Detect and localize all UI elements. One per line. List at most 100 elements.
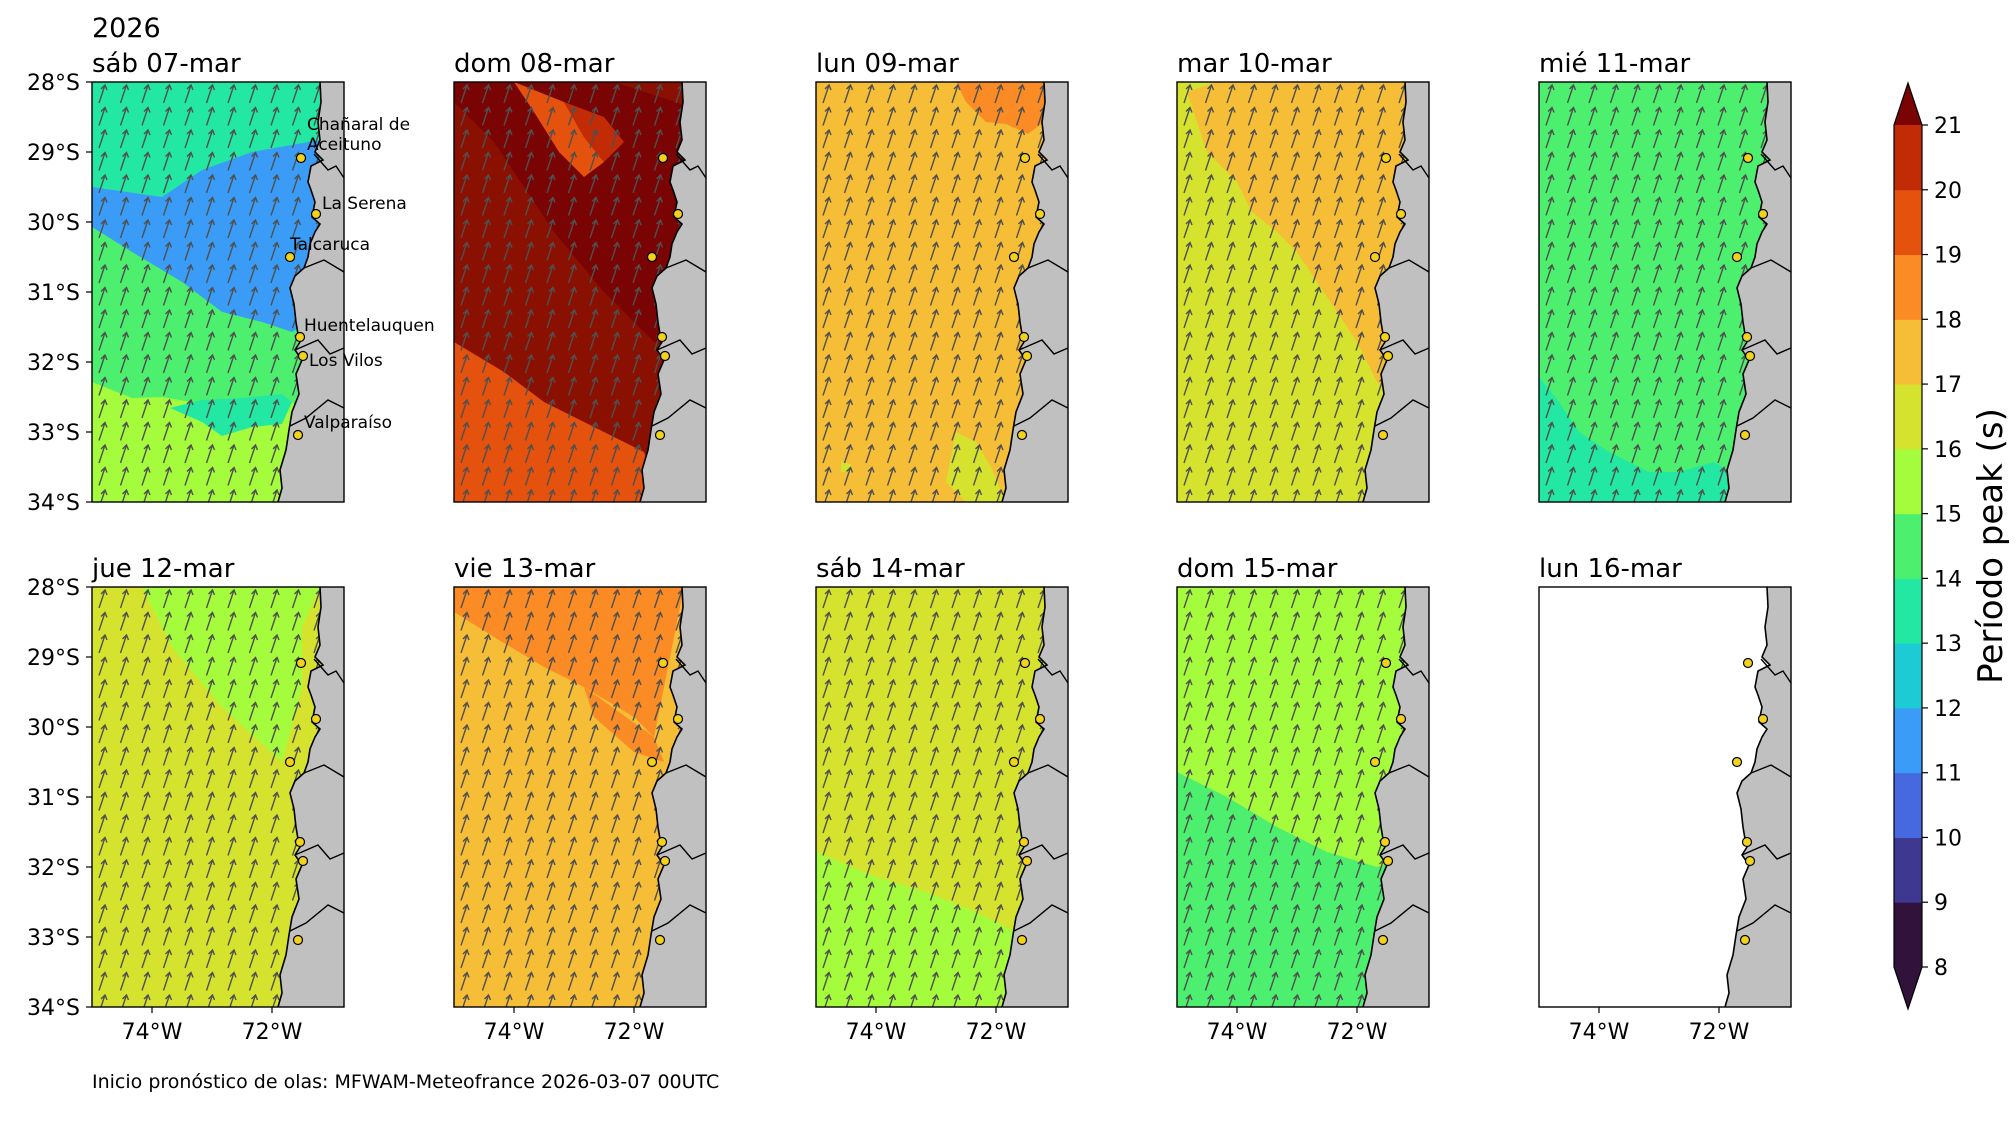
location-marker[interactable]: [1757, 713, 1769, 725]
location-marker[interactable]: [1019, 152, 1031, 164]
wave-arrow: [951, 173, 961, 194]
location-marker[interactable]: [1018, 331, 1030, 343]
location-marker[interactable]: [659, 350, 671, 362]
location-marker[interactable]: [1379, 331, 1391, 343]
location-marker[interactable]: [1742, 152, 1754, 164]
wave-arrow: [1312, 376, 1322, 396]
wave-arrow: [546, 993, 556, 1007]
colorbar-band: [1894, 513, 1922, 579]
location-marker[interactable]: [292, 429, 304, 441]
location-marker[interactable]: [1019, 657, 1031, 669]
location-marker[interactable]: [657, 657, 669, 669]
location-marker[interactable]: [295, 657, 307, 669]
location-marker[interactable]: [1021, 350, 1033, 362]
location-marker[interactable]: [1395, 208, 1407, 220]
wave-arrow: [886, 993, 897, 1007]
location-marker[interactable]: [656, 331, 668, 343]
location-marker[interactable]: [1379, 836, 1391, 848]
location-marker[interactable]: [1741, 836, 1753, 848]
location-marker[interactable]: [654, 934, 666, 946]
location-marker[interactable]: [1008, 251, 1020, 263]
location-marker[interactable]: [1757, 208, 1769, 220]
wave-arrow: [141, 83, 151, 104]
location-marker[interactable]: [1739, 429, 1751, 441]
location-marker[interactable]: [294, 836, 306, 848]
wave-arrow: [886, 241, 897, 261]
wave-arrow: [524, 488, 535, 502]
wave-arrow: [503, 836, 513, 856]
location-marker[interactable]: [284, 251, 296, 263]
wave-arrow: [205, 83, 216, 104]
wave-arrow: [184, 488, 194, 502]
wave-arrow: [1226, 398, 1236, 419]
wave-arrow: [865, 993, 875, 1007]
location-marker[interactable]: [672, 713, 684, 725]
location-marker[interactable]: [672, 208, 684, 220]
location-marker[interactable]: [1034, 208, 1046, 220]
wave-arrow: [546, 218, 556, 239]
wave-arrow: [248, 858, 259, 879]
location-marker[interactable]: [659, 855, 671, 867]
location-marker[interactable]: [1739, 934, 1751, 946]
wave-arrow: [929, 331, 940, 351]
location-marker[interactable]: [1377, 934, 1389, 946]
location-marker[interactable]: [1034, 713, 1046, 725]
location-marker[interactable]: [654, 429, 666, 441]
location-marker[interactable]: [1380, 152, 1392, 164]
location-marker[interactable]: [294, 331, 306, 343]
location-marker[interactable]: [292, 934, 304, 946]
wave-arrow: [1204, 241, 1215, 261]
wave-arrow: [1376, 83, 1387, 104]
location-marker[interactable]: [1008, 756, 1020, 768]
wave-arrow: [503, 723, 513, 744]
location-marker[interactable]: [1744, 855, 1756, 867]
wave-arrow: [1290, 791, 1301, 811]
wave-arrow: [1247, 678, 1258, 699]
wave-arrow: [1695, 466, 1706, 486]
location-marker[interactable]: [297, 855, 309, 867]
wave-arrow: [1247, 376, 1258, 396]
location-marker[interactable]: [1744, 350, 1756, 362]
location-marker[interactable]: [657, 152, 669, 164]
location-marker[interactable]: [1395, 713, 1407, 725]
location-marker[interactable]: [1382, 350, 1394, 362]
location-marker[interactable]: [284, 756, 296, 768]
location-marker[interactable]: [1741, 331, 1753, 343]
location-marker[interactable]: [1731, 756, 1743, 768]
location-marker[interactable]: [1377, 429, 1389, 441]
wave-arrow: [1183, 196, 1193, 216]
wave-arrow: [98, 286, 108, 306]
region-border: [675, 153, 706, 179]
wave-arrow: [248, 308, 259, 329]
wave-arrow: [610, 723, 621, 744]
wave-arrow: [503, 813, 513, 834]
wave-arrow: [589, 948, 599, 969]
location-marker[interactable]: [310, 713, 322, 725]
location-marker[interactable]: [1369, 251, 1381, 263]
wave-arrow: [248, 263, 259, 284]
location-marker[interactable]: [1018, 836, 1030, 848]
location-marker[interactable]: [646, 251, 658, 263]
location-marker[interactable]: [1021, 855, 1033, 867]
wave-arrow: [503, 173, 513, 194]
period-band: [816, 82, 1047, 502]
location-marker[interactable]: [310, 208, 322, 220]
location-marker[interactable]: [297, 350, 309, 362]
wave-arrow: [1290, 421, 1301, 441]
location-marker[interactable]: [1380, 657, 1392, 669]
location-marker[interactable]: [656, 836, 668, 848]
wave-arrow: [1204, 993, 1215, 1007]
wave-arrow: [865, 813, 875, 834]
location-marker[interactable]: [1016, 934, 1028, 946]
location-marker[interactable]: [295, 152, 307, 164]
wave-arrow: [951, 768, 961, 789]
location-marker[interactable]: [1369, 756, 1381, 768]
wave-arrow: [951, 881, 961, 901]
location-marker[interactable]: [1382, 855, 1394, 867]
location-marker[interactable]: [646, 756, 658, 768]
wave-arrow: [205, 263, 216, 284]
location-marker[interactable]: [1742, 657, 1754, 669]
location-marker[interactable]: [1016, 429, 1028, 441]
location-marker[interactable]: [1731, 251, 1743, 263]
wave-arrow: [98, 376, 108, 396]
